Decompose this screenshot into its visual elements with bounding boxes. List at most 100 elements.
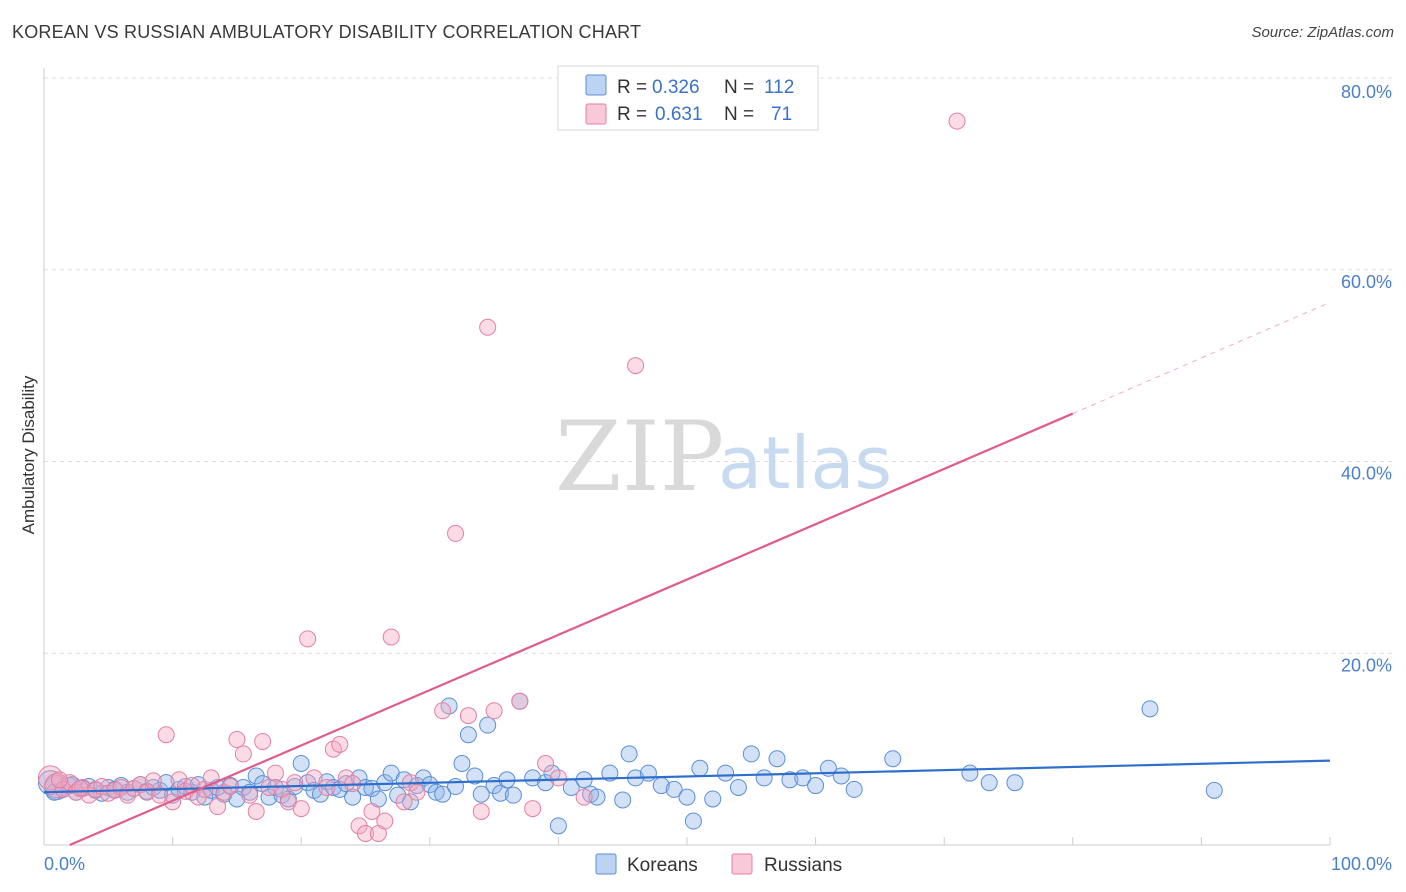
legend-n-label-russians: N = xyxy=(724,104,754,125)
russians-point xyxy=(948,112,966,130)
y-tick-label: 20.0% xyxy=(1341,655,1392,675)
y-tick-labels: 20.0% 40.0% 60.0% 80.0% xyxy=(1341,82,1392,675)
koreans-point xyxy=(781,771,799,789)
y-tick-label: 80.0% xyxy=(1341,82,1392,102)
russians-point xyxy=(479,318,497,336)
koreans-point xyxy=(588,788,606,806)
koreans-point xyxy=(684,812,702,830)
y-axis-label: Ambulatory Disability xyxy=(19,375,38,534)
koreans-point xyxy=(639,764,657,782)
legend-n-russians: 71 xyxy=(771,104,792,125)
koreans-point xyxy=(466,767,484,785)
koreans-point xyxy=(614,791,632,809)
koreans-point xyxy=(472,785,490,803)
koreans-point xyxy=(402,793,420,811)
legend-r-label-russians: R = xyxy=(617,104,647,125)
koreans-point xyxy=(980,774,998,792)
russians-point xyxy=(408,783,426,801)
y-tick-label: 40.0% xyxy=(1341,464,1392,484)
koreans-point xyxy=(755,769,773,787)
koreans-point xyxy=(459,726,477,744)
russians-point xyxy=(234,745,252,763)
koreans-point xyxy=(504,786,522,804)
watermark-atlas: atlas xyxy=(718,421,892,505)
koreans-point xyxy=(549,817,567,835)
koreans-point xyxy=(537,774,555,792)
koreans-point xyxy=(620,745,638,763)
series-legend: Koreans Russians xyxy=(595,853,842,876)
koreans-point xyxy=(453,755,471,773)
russians-point xyxy=(549,769,567,787)
series-legend-swatch-russians xyxy=(731,853,753,875)
koreans-point xyxy=(350,769,368,787)
russians-point xyxy=(247,802,265,820)
koreans-point xyxy=(704,790,722,808)
koreans-point xyxy=(729,778,747,796)
russians-point xyxy=(228,731,246,749)
russians-point xyxy=(524,800,542,818)
russians-point xyxy=(511,692,529,710)
series-legend-swatch-koreans xyxy=(595,853,617,875)
russians-point xyxy=(71,779,89,797)
legend-n-label-koreans: N = xyxy=(724,77,754,98)
legend-r-russians: 0.631 xyxy=(655,104,703,125)
koreans-point xyxy=(434,785,452,803)
koreans-point xyxy=(678,788,696,806)
koreans-point xyxy=(884,750,902,768)
russians-point xyxy=(357,824,374,842)
russians-point xyxy=(241,786,259,804)
russians-point xyxy=(254,732,272,750)
russians-point xyxy=(331,735,349,753)
russians-point xyxy=(318,778,336,796)
koreans-point xyxy=(479,716,497,734)
legend-r-koreans: 0.326 xyxy=(652,77,700,98)
koreans-point xyxy=(427,783,445,801)
russians-point xyxy=(299,630,317,648)
russians-point xyxy=(447,524,465,542)
koreans-point xyxy=(1205,781,1223,799)
axes xyxy=(43,68,1331,846)
watermark: ZIP atlas xyxy=(555,401,892,513)
russians-point xyxy=(485,702,503,720)
russians-point xyxy=(627,357,645,375)
koreans-point xyxy=(1006,774,1024,792)
chart-title: KOREAN VS RUSSIAN AMBULATORY DISABILITY … xyxy=(12,22,642,42)
russians-point xyxy=(54,780,72,798)
koreans-point xyxy=(665,780,683,798)
russians-point xyxy=(472,802,490,820)
russians-point xyxy=(382,628,400,646)
x-tick-label: 0.0% xyxy=(44,854,85,874)
koreans-point xyxy=(832,767,850,785)
russians-point xyxy=(292,800,310,818)
source-label: Source: ZipAtlas.com xyxy=(1251,24,1394,41)
watermark-zip: ZIP xyxy=(555,401,724,513)
y-tick-label: 60.0% xyxy=(1341,272,1392,292)
russians-point xyxy=(266,764,284,782)
koreans-point xyxy=(324,778,342,796)
russians-point xyxy=(209,798,227,816)
russians-point xyxy=(50,771,68,789)
russians-trend-extension xyxy=(1072,301,1331,415)
koreans-point xyxy=(524,769,542,787)
russians-point xyxy=(376,812,394,830)
koreans-point xyxy=(807,777,825,795)
koreans-point xyxy=(1141,700,1159,718)
russians-point xyxy=(434,702,452,720)
stats-legend: R = 0.326 N = 112 R = 0.631 N = 71 xyxy=(557,65,819,131)
russians-point xyxy=(157,726,175,744)
russians-point xyxy=(144,772,162,790)
koreans-point xyxy=(691,759,709,777)
koreans-point xyxy=(292,755,310,773)
legend-swatch-russians xyxy=(585,103,607,125)
russians-point xyxy=(575,788,593,806)
legend-swatch-koreans xyxy=(585,74,607,96)
russians-point xyxy=(395,793,413,811)
russians-trend-line xyxy=(69,412,1074,847)
legend-r-label-koreans: R = xyxy=(617,77,647,98)
x-tick-label: 100.0% xyxy=(1331,854,1392,874)
x-tick-labels: 0.0% 100.0% xyxy=(44,854,1392,874)
series-legend-russians: Russians xyxy=(764,855,842,876)
russians-point xyxy=(459,707,477,725)
koreans-point xyxy=(961,764,979,782)
